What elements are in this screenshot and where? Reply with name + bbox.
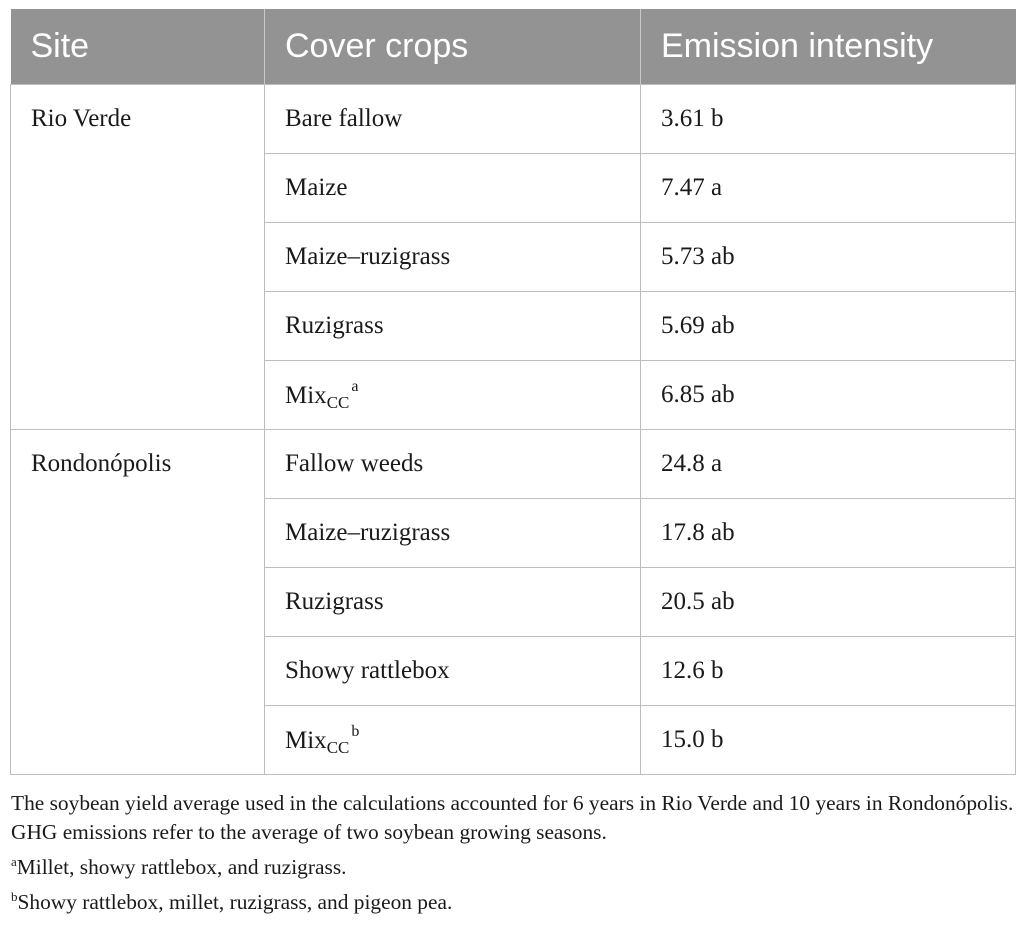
header-cover-crops: Cover crops	[264, 9, 641, 85]
emission-intensity-table: Site Cover crops Emission intensity Rio …	[10, 9, 1016, 775]
value-cell: 7.47 a	[640, 153, 1016, 223]
crop-cell: Showy rattlebox	[264, 636, 641, 706]
crop-cell-mix: MixCCb	[264, 705, 641, 775]
header-emission-intensity: Emission intensity	[640, 9, 1016, 85]
footnote-b-marker: b	[11, 889, 18, 904]
value-cell: 3.61 b	[640, 84, 1016, 154]
value-cell: 5.73 ab	[640, 222, 1016, 292]
table-row: Maize 7.47 a	[11, 153, 1016, 223]
crop-cell-mix: MixCCa	[264, 360, 641, 430]
table-row: MixCCb 15.0 b	[11, 705, 1016, 775]
footnote-b-text: Showy rattlebox, millet, ruzigrass, and …	[17, 890, 453, 914]
value-cell: 12.6 b	[640, 636, 1016, 706]
value-cell: 5.69 ab	[640, 291, 1016, 361]
site-cell-rondonopolis: Rondonópolis	[10, 429, 265, 775]
site-cell-rio-verde: Rio Verde	[10, 84, 265, 430]
footnote-a: aMillet, showy rattlebox, and ruzigrass.	[11, 847, 1016, 882]
crop-cell: Maize–ruzigrass	[264, 498, 641, 568]
crop-cell: Fallow weeds	[264, 429, 641, 499]
data-table-container: Site Cover crops Emission intensity Rio …	[10, 9, 1016, 775]
footnote-marker-a: a	[351, 377, 359, 395]
crop-name: Mix	[285, 381, 327, 409]
footnote-a-marker: a	[11, 854, 17, 869]
crop-cell: Ruzigrass	[264, 291, 641, 361]
crop-subscript: CC	[326, 392, 350, 412]
table-footnotes: The soybean yield average used in the ca…	[11, 789, 1016, 917]
table-row: Rondonópolis Fallow weeds 24.8 a	[10, 429, 1016, 775]
value-cell: 24.8 a	[640, 429, 1016, 499]
table-row: Maize–ruzigrass 17.8 ab	[11, 498, 1016, 568]
value-cell: 6.85 ab	[640, 360, 1016, 430]
value-cell: 20.5 ab	[640, 567, 1016, 637]
table-header: Site Cover crops Emission intensity	[10, 9, 1016, 85]
header-site: Site	[10, 9, 265, 85]
footnote-a-text: Millet, showy rattlebox, and ruzigrass.	[16, 855, 347, 879]
value-cell: 15.0 b	[640, 705, 1016, 775]
footnote-b: bShowy rattlebox, millet, ruzigrass, and…	[11, 882, 1016, 917]
table-row: Rio Verde Bare fallow 3.61 b	[10, 84, 1016, 430]
crop-cell: Bare fallow	[264, 84, 641, 154]
value-cell: 17.8 ab	[640, 498, 1016, 568]
footnote-marker-b: b	[351, 722, 360, 740]
crop-cell: Maize	[264, 153, 641, 223]
table-body: Rio Verde Bare fallow 3.61 b Maize 7.47 …	[10, 84, 1016, 775]
table-row: Showy rattlebox 12.6 b	[11, 636, 1016, 706]
crop-name: Mix	[285, 726, 327, 754]
table-row: Ruzigrass 5.69 ab	[11, 291, 1016, 361]
crop-cell: Ruzigrass	[264, 567, 641, 637]
footnote-general: The soybean yield average used in the ca…	[11, 791, 1014, 844]
header-row: Site Cover crops Emission intensity	[10, 9, 1016, 85]
crop-subscript: CC	[326, 737, 350, 757]
crop-cell: Maize–ruzigrass	[264, 222, 641, 292]
